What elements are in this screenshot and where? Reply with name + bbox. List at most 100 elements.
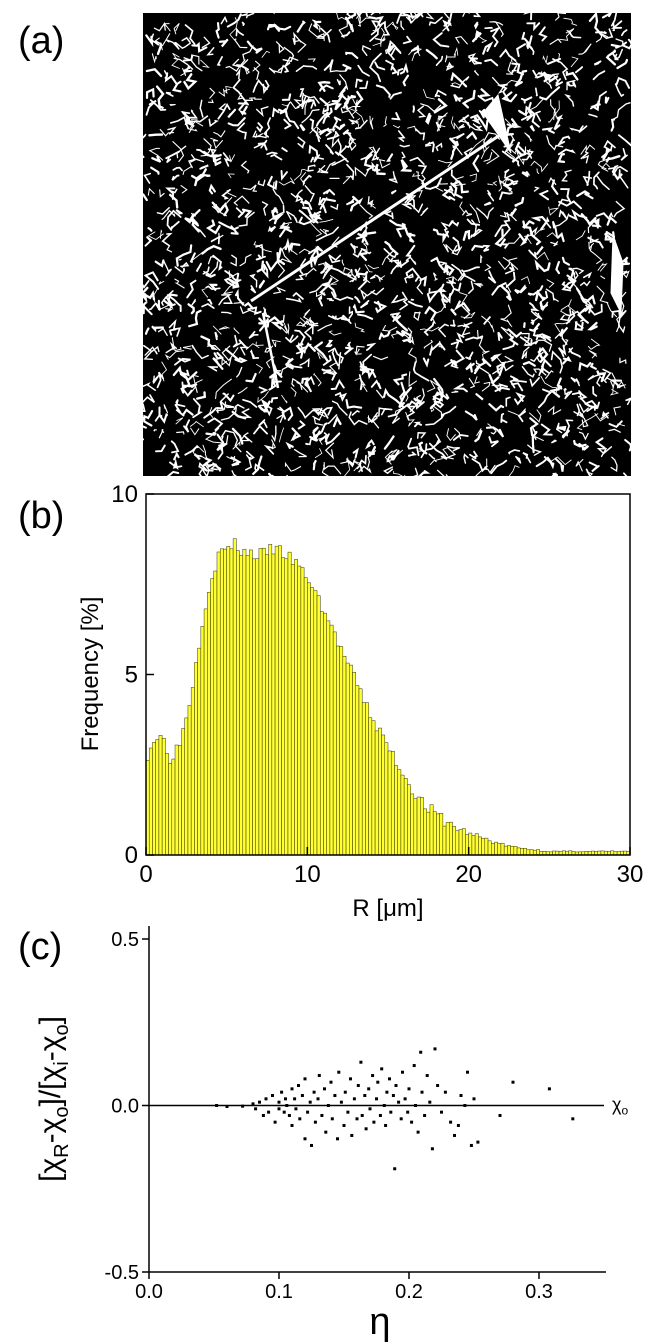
scatter-point [407,1087,411,1091]
histogram-bar [536,849,540,856]
scatter-point [376,1080,380,1084]
scatter-point [264,1097,268,1101]
histogram-bar [194,662,198,856]
scatter-x-tick-label: 0.0 [135,1281,163,1303]
histogram-bar [236,550,240,856]
scatter-point [355,1117,359,1121]
scatter-point [412,1064,416,1068]
scatter-point [571,1117,575,1121]
scatter-point [313,1120,317,1124]
histogram-bar [481,838,486,856]
histogram-bar [516,847,521,856]
scatter-point [394,1084,398,1088]
scatter-point [433,1047,437,1051]
scatter-y-tick-label: 0.0 [111,1096,139,1118]
scatter-point [294,1107,298,1111]
histogram-bar [216,551,221,856]
scatter-point [440,1110,443,1114]
histogram-y-tick-label: 10 [111,481,138,508]
histogram-bar [352,672,356,856]
histogram-bar [242,548,247,856]
scatter-point [363,1094,367,1098]
scatter-point [436,1084,440,1088]
histogram-bar [413,798,418,856]
histogram-bar [274,545,279,856]
scatter-point [267,1110,271,1114]
scatter-point [349,1077,352,1081]
scatter-point [449,1120,453,1124]
scatter-point [443,1090,447,1094]
histogram-bar [168,763,173,856]
scatter-point [375,1097,378,1101]
scatter-point [324,1130,328,1134]
histogram-bar [484,837,489,856]
histogram-bar [455,830,460,856]
histogram-bar [397,769,402,856]
scatter-point [346,1110,350,1114]
scatter-point [254,1107,258,1111]
histogram-bar [171,758,176,856]
histogram-bar [287,551,292,856]
histogram-bar [290,564,295,856]
scatter-point [401,1070,404,1074]
histogram-bar [178,745,182,856]
histogram-bars [145,538,631,856]
histogram-bar [487,840,492,856]
scatter-point [225,1105,229,1108]
histogram-bar [520,848,524,856]
scatter-point [261,1113,265,1117]
histogram-bar [148,747,153,856]
scatter-point [419,1050,423,1054]
histogram-bar [403,778,408,856]
scatter-point [306,1110,310,1114]
histogram-bar [265,554,269,856]
scatter-point [511,1080,515,1084]
scatter-point [277,1107,281,1111]
scatter-point [416,1130,420,1134]
histogram-bar [152,742,156,856]
histogram-bar [445,822,450,856]
histogram-bar [332,631,337,856]
histogram-x-tick-label: 30 [617,861,644,888]
scatter-point [337,1070,341,1074]
scatter-point [399,1117,403,1121]
scatter-x-tick-label: 0.1 [265,1281,293,1303]
histogram-bar [474,833,479,856]
histogram-bar [410,793,415,856]
scatter-point [389,1110,393,1114]
histogram-bar [400,774,405,856]
histogram-bar [365,702,369,856]
histogram-bar [181,728,185,856]
scatter-point [330,1117,334,1121]
histogram-bar [161,737,166,856]
histogram-bar [513,846,518,856]
scatter-point [280,1090,284,1094]
scatter-point [410,1120,414,1124]
scatter-point [385,1090,389,1094]
histogram-x-tick-label: 20 [455,861,482,888]
histogram-bar [378,727,382,856]
histogram-bar [303,577,308,856]
histogram-bar [219,548,224,856]
scatter-point [382,1104,386,1107]
histogram-ticks: 0 10 20 30 0 5 10 [111,481,643,888]
histogram-bar [426,811,431,856]
scatter-point [428,1100,432,1104]
histogram-bar [349,664,353,856]
histogram-bar [387,750,392,856]
panel-c-label: (c) [18,926,63,968]
scatter-point [406,1110,410,1114]
histogram-bar [190,687,195,856]
scatter-point [342,1123,346,1127]
histogram-bar [423,808,427,856]
scatter-point [282,1110,286,1114]
scatter-point [360,1113,364,1117]
scatter-point [333,1094,337,1098]
scatter-point [310,1143,313,1147]
histogram-bar [384,742,389,856]
binarized-micrograph-image [143,13,631,476]
scatter-ticks: 0.0 0.1 0.2 0.3-0.50.00.5 [105,929,553,1303]
histogram-bar [326,620,331,856]
histogram-bar [449,821,453,856]
histogram-bar [239,555,244,856]
